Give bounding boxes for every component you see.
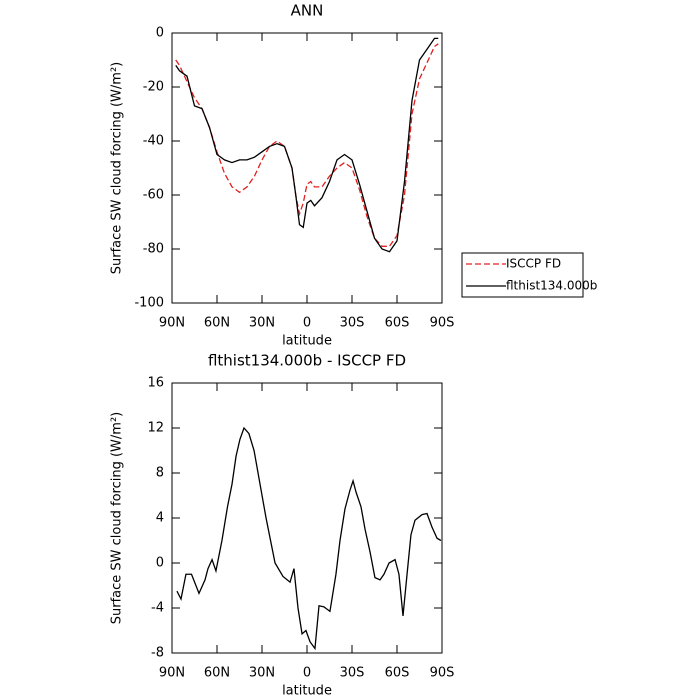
y-tick-label: -40 — [143, 134, 164, 149]
y-axis-label: Surface SW cloud forcing (W/m²) — [110, 62, 125, 274]
y-tick-label: -4 — [151, 601, 164, 616]
x-tick-label: 90N — [159, 316, 185, 331]
x-tick-label: 60S — [385, 316, 410, 331]
y-tick-label: -8 — [151, 646, 164, 661]
y-tick-label: -60 — [143, 188, 164, 203]
x-axis-label: latitude — [282, 684, 332, 699]
legend-label: ISCCP FD — [506, 257, 561, 271]
x-tick-label: 0 — [303, 316, 311, 331]
x-tick-label: 30N — [249, 666, 275, 681]
y-tick-label: 0 — [156, 556, 164, 571]
x-tick-label: 0 — [303, 666, 311, 681]
y-tick-label: -20 — [143, 80, 164, 95]
y-tick-label: 16 — [147, 376, 164, 391]
x-tick-label: 60N — [204, 666, 230, 681]
y-tick-label: 12 — [147, 421, 164, 436]
x-tick-label: 30N — [249, 316, 275, 331]
data-line — [175, 37, 439, 253]
plot-frame — [171, 32, 443, 304]
y-tick-label: -100 — [134, 296, 164, 311]
x-axis-label: latitude — [282, 334, 332, 349]
x-tick-label: 90S — [430, 316, 455, 331]
x-tick-label: 90N — [159, 666, 185, 681]
y-tick-label: -80 — [143, 242, 164, 257]
legend-label: flthist134.000b — [506, 279, 597, 293]
y-tick-label: 0 — [156, 26, 164, 41]
y-tick-label: 4 — [156, 511, 164, 526]
plot-frame — [171, 382, 443, 654]
data-line — [175, 43, 439, 247]
legend-box — [461, 252, 584, 298]
data-line — [176, 426, 442, 651]
chart-title: flthist134.000b - ISCCP FD — [208, 352, 406, 370]
x-tick-label: 60N — [204, 316, 230, 331]
x-tick-label: 60S — [385, 666, 410, 681]
chart-title: ANN — [291, 2, 324, 20]
y-axis-label: Surface SW cloud forcing (W/m²) — [110, 412, 125, 624]
x-tick-label: 30S — [340, 666, 365, 681]
x-tick-label: 90S — [430, 666, 455, 681]
x-tick-label: 30S — [340, 316, 365, 331]
y-tick-label: 8 — [156, 466, 164, 481]
